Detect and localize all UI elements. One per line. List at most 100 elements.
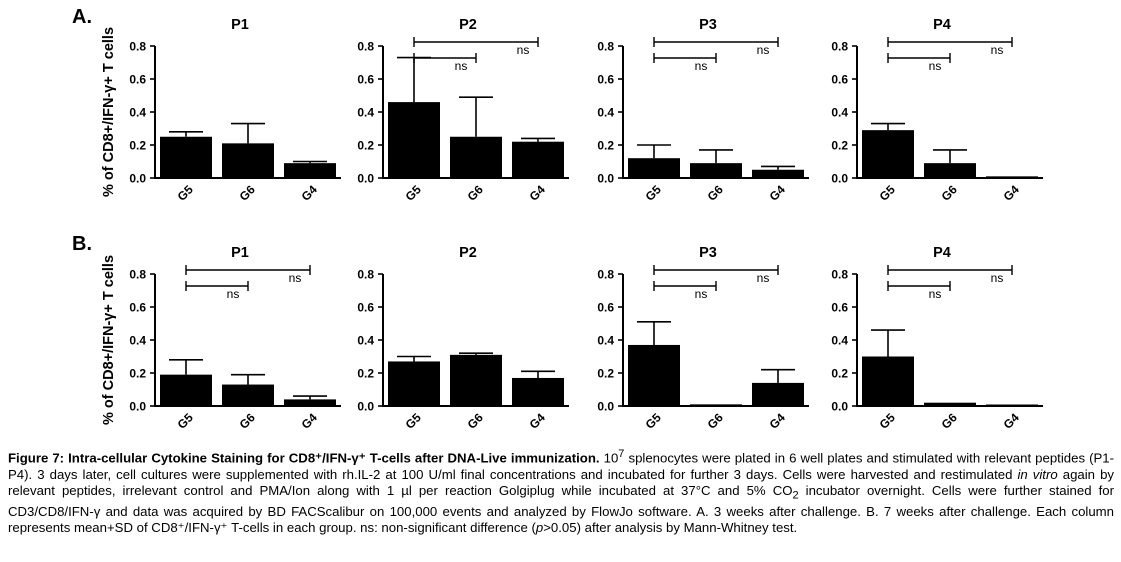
significance-bracket: ns — [887, 265, 1013, 285]
panel-title: P3 — [699, 17, 717, 33]
x-tick-label: G6 — [939, 410, 960, 431]
x-tick-label: G6 — [939, 182, 960, 203]
bar — [388, 102, 440, 178]
significance-bracket: ns — [887, 281, 951, 301]
bracket-label: ns — [227, 287, 240, 301]
significance-bracket: ns — [185, 265, 311, 285]
caption-text-1: 10 — [599, 450, 619, 466]
y-tick-label: 0.4 — [129, 334, 146, 348]
caption-label: Figure 7: Intra-cellular Cytokine Staini… — [8, 450, 600, 466]
y-tick-label: 0.2 — [597, 139, 614, 153]
y-tick-label: 0.0 — [831, 400, 848, 414]
bar — [628, 344, 680, 406]
y-tick-label: 0.4 — [357, 334, 374, 348]
x-tick-label: G6 — [705, 410, 726, 431]
bar — [450, 354, 502, 406]
caption-italic-p: p — [535, 519, 544, 535]
bar — [752, 382, 804, 406]
row-letter: B. — [72, 233, 92, 255]
bracket-label: ns — [991, 271, 1004, 285]
panel-a-p3: P3 0.0 0.2 0.4 0.6 0.8 G5 G6 G4 ns ns — [597, 17, 809, 204]
panel-title: P4 — [933, 17, 951, 33]
y-tick-label: 0.4 — [597, 334, 614, 348]
y-tick-label: 0.6 — [831, 301, 848, 315]
bar — [512, 377, 564, 406]
x-tick-label: G6 — [237, 182, 258, 203]
bar — [924, 163, 976, 178]
x-tick-label: G4 — [299, 410, 320, 431]
y-tick-label: 0.8 — [597, 268, 614, 282]
y-tick-label: 0.2 — [129, 367, 146, 381]
x-tick-label: G5 — [175, 410, 196, 431]
y-tick-label: 0.2 — [357, 367, 374, 381]
y-tick-label: 0.8 — [597, 40, 614, 54]
panel-title: P2 — [459, 245, 477, 261]
y-tick-label: 0.4 — [831, 106, 848, 120]
y-tick-label: 0.8 — [129, 268, 146, 282]
row-letter: A. — [72, 6, 92, 28]
bracket-label: ns — [929, 59, 942, 73]
y-tick-label: 0.8 — [831, 40, 848, 54]
y-tick-label: 0.8 — [831, 268, 848, 282]
panel-b-p3: P3 0.0 0.2 0.4 0.6 0.8 G5 G6 G4 ns ns — [597, 245, 809, 432]
x-tick-label: G6 — [465, 410, 486, 431]
x-tick-label: G4 — [527, 410, 548, 431]
y-tick-label: 0.2 — [831, 139, 848, 153]
y-tick-label: 0.8 — [357, 268, 374, 282]
y-axis-label: % of CD8+/IFN-γ+ T cells — [101, 27, 117, 197]
bar — [222, 384, 274, 406]
bar — [986, 404, 1038, 406]
y-axis-label: % of CD8+/IFN-γ+ T cells — [101, 255, 117, 425]
x-tick-label: G5 — [403, 182, 424, 203]
x-tick-label: G5 — [643, 182, 664, 203]
x-tick-label: G5 — [643, 410, 664, 431]
x-tick-label: G6 — [705, 182, 726, 203]
x-tick-label: G5 — [877, 182, 898, 203]
bar — [388, 361, 440, 406]
y-tick-label: 0.6 — [357, 73, 374, 87]
x-tick-label: G5 — [175, 182, 196, 203]
bar — [160, 136, 212, 178]
bar — [862, 130, 914, 178]
bracket-label: ns — [929, 287, 942, 301]
panel-a-p1: P1 0.0 0.2 0.4 0.6 0.8 G5 G6 G4 — [129, 17, 341, 204]
bar — [284, 399, 336, 406]
x-tick-label: G4 — [299, 182, 320, 203]
x-tick-label: G4 — [767, 410, 788, 431]
significance-bracket: ns — [653, 265, 779, 285]
y-tick-label: 0.6 — [129, 301, 146, 315]
x-tick-label: G4 — [1001, 182, 1022, 203]
bracket-label: ns — [757, 43, 770, 57]
significance-bracket: ns — [653, 37, 779, 57]
caption-superscript: 7 — [618, 448, 625, 460]
x-tick-label: G5 — [403, 410, 424, 431]
x-tick-label: G4 — [527, 182, 548, 203]
y-tick-label: 0.0 — [357, 400, 374, 414]
y-tick-label: 0.2 — [129, 139, 146, 153]
y-tick-label: 0.8 — [357, 40, 374, 54]
bar — [690, 404, 742, 406]
y-tick-label: 0.6 — [129, 73, 146, 87]
y-tick-label: 0.4 — [129, 106, 146, 120]
significance-bracket: ns — [653, 53, 717, 73]
y-tick-label: 0.4 — [357, 106, 374, 120]
significance-bracket: ns — [413, 53, 477, 73]
bar — [690, 163, 742, 178]
bracket-label: ns — [289, 271, 302, 285]
bar — [160, 374, 212, 406]
significance-bracket: ns — [413, 37, 539, 57]
bar — [512, 141, 564, 178]
bar — [450, 136, 502, 178]
bracket-label: ns — [757, 271, 770, 285]
panel-b-p1: P1 0.0 0.2 0.4 0.6 0.8 G5 G6 G4 ns ns — [129, 245, 341, 432]
bar — [628, 158, 680, 178]
figure-panels: % of CD8+/IFN-γ+ T cells A. P1 0.0 0.2 0.4 0.6… — [72, 6, 1043, 432]
panel-a-p4: P4 0.0 0.2 0.4 0.6 0.8 G5 G6 G4 ns ns — [831, 17, 1043, 204]
caption-text-5: >0.05) after analysis by Mann-Whitney te… — [543, 519, 798, 535]
x-tick-label: G6 — [465, 182, 486, 203]
y-tick-label: 0.4 — [597, 106, 614, 120]
bracket-label: ns — [517, 43, 530, 57]
x-tick-label: G4 — [1001, 410, 1022, 431]
y-tick-label: 0.6 — [597, 73, 614, 87]
y-tick-label: 0.2 — [357, 139, 374, 153]
